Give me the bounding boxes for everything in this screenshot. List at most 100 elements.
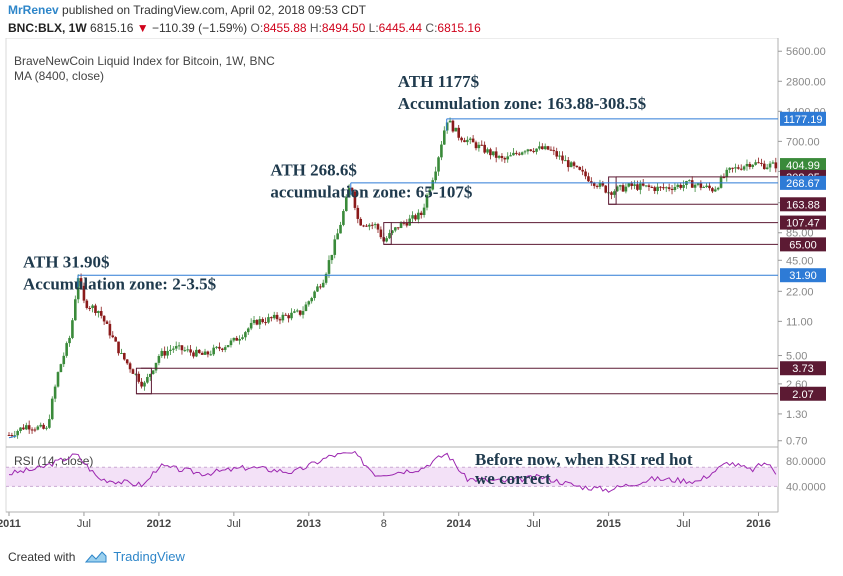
candle-body (762, 163, 766, 170)
candle-body (33, 429, 37, 431)
tradingview-logo-icon (85, 550, 107, 562)
level-price-tag[interactable] (780, 111, 826, 126)
level-price-tag[interactable] (780, 158, 826, 173)
candle-body (428, 189, 432, 195)
candle-body (373, 224, 377, 226)
chart-legend-entry: MA (8400, close) (14, 69, 104, 83)
candle-body (24, 425, 28, 430)
candle-body (650, 186, 654, 188)
candle-body (468, 138, 472, 140)
candle-body (419, 212, 423, 215)
candle-body (748, 163, 752, 167)
level-price-tag[interactable] (780, 197, 826, 212)
candle-body (59, 364, 63, 373)
candle-body (177, 345, 181, 347)
candle-body (760, 162, 763, 164)
candle-body (99, 311, 103, 316)
candle-body (477, 144, 481, 149)
candle-body (535, 148, 538, 152)
candle-body (595, 185, 599, 187)
level-price-tag[interactable] (780, 386, 826, 401)
chart-annotation-text: Accumulation zone: 2-3.5$ (23, 275, 217, 294)
candle-body (275, 314, 279, 320)
candle-body (336, 233, 339, 240)
time-tick-label: 2012 (147, 518, 171, 530)
time-tick-label: 2015 (596, 518, 620, 530)
candle-body (238, 338, 241, 341)
candle-body (267, 317, 270, 323)
candle-body (592, 182, 596, 186)
level-price-label: 107.47 (786, 218, 820, 230)
price-tick-label: 700.00 (786, 136, 820, 148)
candle-body (166, 350, 169, 356)
candle-body (739, 168, 743, 170)
candle-body (235, 337, 239, 341)
candle-body (146, 376, 149, 383)
tradingview-brand[interactable]: TradingView (113, 549, 185, 564)
candle-body (610, 192, 613, 195)
candle-body (558, 155, 561, 157)
level-price-tag[interactable] (780, 237, 826, 252)
candle-body (503, 157, 507, 160)
chart-annotation-text: Accumulation zone: 163.88-308.5$ (398, 94, 647, 113)
time-tick-label: 8 (381, 518, 387, 530)
time-tick-label: Jul (77, 518, 91, 530)
candle-body (186, 349, 190, 351)
candle-body (725, 169, 729, 178)
candle-body (549, 149, 553, 151)
candle-body (342, 211, 345, 225)
candle-body (365, 225, 368, 227)
level-price-tag[interactable] (780, 268, 826, 283)
level-price-label: 3.73 (792, 363, 813, 375)
author-link[interactable]: MrRenev (8, 3, 59, 17)
candle-body (437, 157, 440, 172)
candle-body (151, 370, 155, 374)
candle-body (10, 435, 14, 437)
price-tick-label: 5.00 (786, 351, 807, 363)
high-label: H: (309, 21, 322, 35)
level-price-label: 65.00 (789, 239, 817, 251)
candle-body (223, 347, 227, 350)
candle-body (45, 427, 48, 429)
candle-body (270, 317, 273, 319)
candle-body (662, 187, 665, 189)
time-tick-label: 2011 (0, 518, 21, 530)
candle-body (564, 160, 567, 162)
candle-body (252, 320, 256, 323)
price-chart[interactable]: 5600.002800.001400.00700.00350.00170.008… (0, 38, 843, 546)
candle-body (319, 286, 322, 288)
candle-body (483, 144, 486, 153)
candle-body (50, 398, 54, 420)
candle-body (621, 185, 625, 192)
time-tick-label: 2016 (746, 518, 770, 530)
candle-body (316, 286, 319, 292)
candle-body (604, 185, 608, 193)
candle-body (261, 319, 264, 323)
level-price-tag[interactable] (780, 361, 826, 376)
candle-body (105, 321, 109, 324)
candle-body (180, 345, 184, 351)
level-price-label: 31.90 (789, 270, 817, 282)
candle-body (160, 350, 164, 357)
price-tick-label: 0.70 (786, 436, 807, 448)
level-price-tag[interactable] (780, 215, 826, 230)
candle-body (489, 149, 492, 156)
low-label: L: (368, 21, 379, 35)
candle-body (463, 140, 466, 143)
level-price-label: 2.07 (792, 389, 813, 401)
candle-body (636, 184, 639, 190)
candle-body (154, 362, 158, 371)
candle-body (682, 184, 685, 188)
time-tick-label: 2013 (297, 518, 321, 530)
candle-body (143, 382, 146, 387)
candle-body (68, 337, 71, 344)
candle-body (653, 187, 657, 191)
candle-body (705, 185, 708, 188)
level-price-tag[interactable] (780, 175, 826, 190)
created-with-text: Created with (8, 549, 76, 564)
candle-body (221, 348, 224, 350)
candle-body (249, 322, 253, 329)
candle-body (618, 185, 622, 187)
candle-body (742, 166, 746, 170)
candle-body (215, 346, 218, 348)
